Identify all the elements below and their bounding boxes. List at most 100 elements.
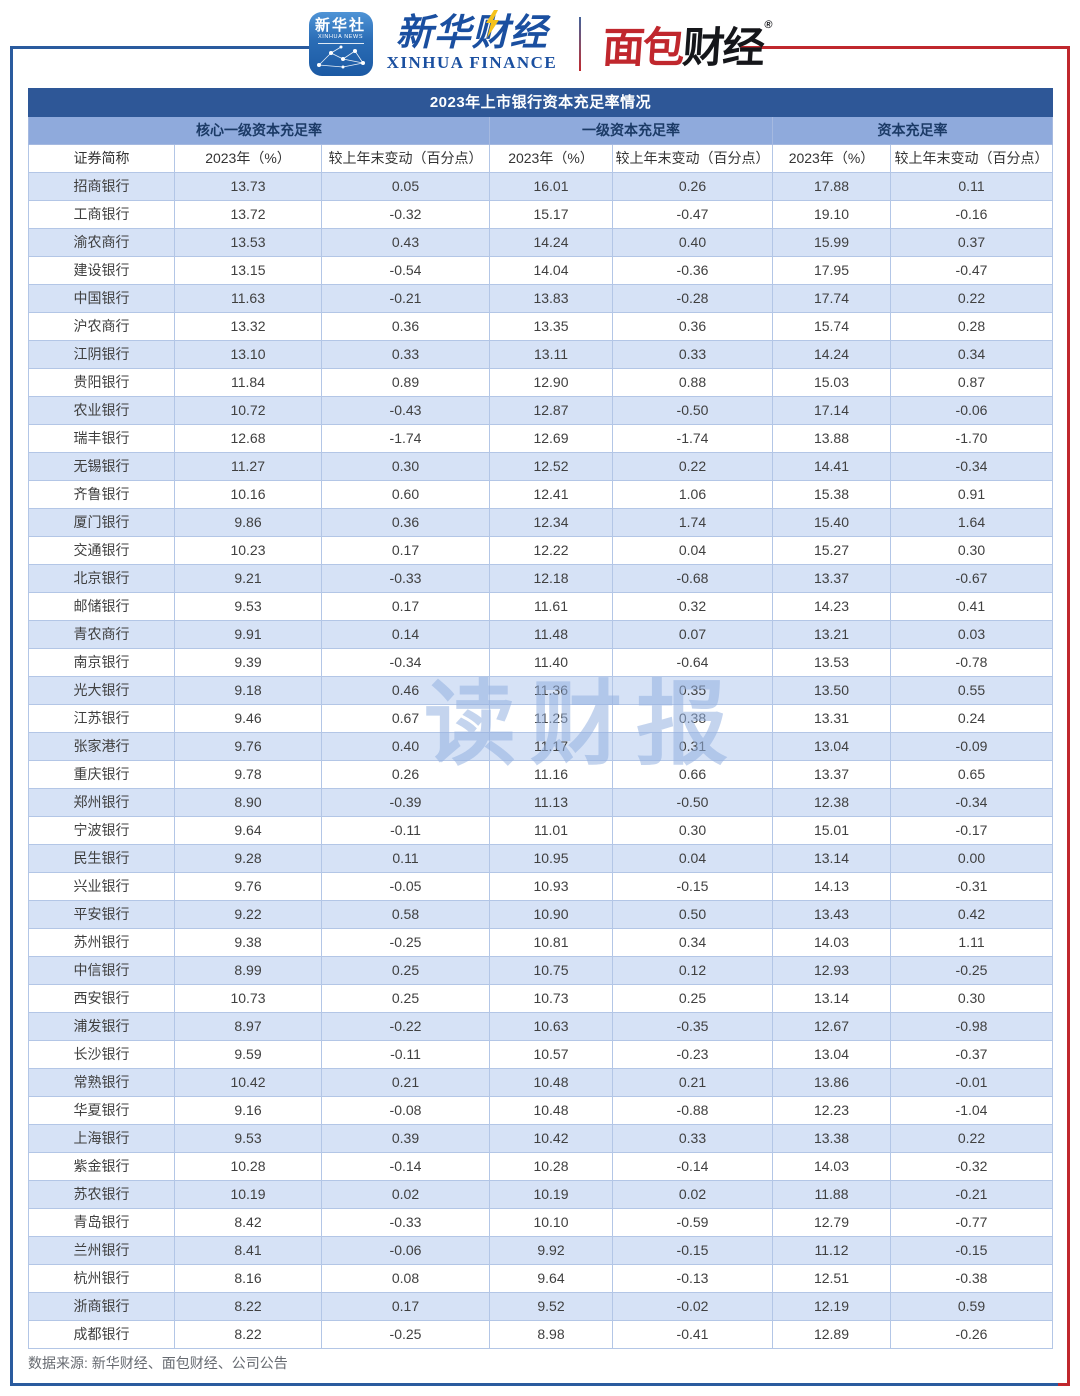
bank-name-cell: 建设银行 — [28, 256, 175, 285]
table-row: 兰州银行 8.41 -0.06 9.92 -0.15 11.12 -0.15 — [28, 1236, 1054, 1265]
value-cell: 12.52 — [489, 452, 613, 481]
value-cell: 15.38 — [772, 480, 891, 509]
xinhua-finance-cn-text: 新华财经 — [395, 13, 548, 54]
column-header: 2023年（%） — [174, 144, 322, 173]
value-cell: 0.91 — [889, 480, 1054, 509]
value-cell: -0.32 — [321, 200, 490, 229]
value-cell: 11.25 — [489, 704, 613, 733]
bank-name-cell: 青农商行 — [28, 620, 175, 649]
table-row: 贵阳银行 11.84 0.89 12.90 0.88 15.03 0.87 — [28, 368, 1054, 397]
bank-name-cell: 齐鲁银行 — [28, 480, 175, 509]
value-cell: 0.89 — [321, 368, 490, 397]
value-cell: 0.03 — [889, 620, 1054, 649]
value-cell: -1.70 — [889, 424, 1054, 453]
value-cell: 13.72 — [174, 200, 322, 229]
value-cell: 11.01 — [489, 816, 613, 845]
bank-name-cell: 成都银行 — [28, 1320, 175, 1349]
value-cell: 0.02 — [321, 1180, 490, 1209]
table-container: 2023年上市银行资本充足率情况 核心一级资本充足率 一级资本充足率 资本充足率… — [27, 88, 1054, 1349]
value-cell: 8.97 — [174, 1012, 322, 1041]
value-cell: 13.86 — [772, 1068, 891, 1097]
table-row: 兴业银行 9.76 -0.05 10.93 -0.15 14.13 -0.31 — [28, 872, 1054, 901]
value-cell: -0.78 — [889, 648, 1054, 677]
column-header: 2023年（%） — [772, 144, 891, 173]
value-cell: 0.67 — [321, 704, 490, 733]
value-cell: 10.19 — [489, 1180, 613, 1209]
bank-name-cell: 兰州银行 — [28, 1236, 175, 1265]
value-cell: 10.57 — [489, 1040, 613, 1069]
frame-bottom-line — [10, 1383, 1058, 1386]
value-cell: 1.74 — [612, 508, 773, 537]
table-row: 无锡银行 11.27 0.30 12.52 0.22 14.41 -0.34 — [28, 452, 1054, 481]
value-cell: 9.64 — [174, 816, 322, 845]
value-cell: 12.67 — [772, 1012, 891, 1041]
value-cell: -0.09 — [889, 732, 1054, 761]
value-cell: 0.25 — [321, 984, 490, 1013]
value-cell: 0.40 — [321, 732, 490, 761]
value-cell: -1.74 — [321, 424, 490, 453]
value-cell: 0.34 — [889, 340, 1054, 369]
value-cell: -0.50 — [612, 788, 773, 817]
value-cell: 9.28 — [174, 844, 322, 873]
value-cell: 10.95 — [489, 844, 613, 873]
value-cell: 0.17 — [321, 536, 490, 565]
value-cell: -0.98 — [889, 1012, 1054, 1041]
value-cell: 10.10 — [489, 1208, 613, 1237]
value-cell: 0.25 — [321, 956, 490, 985]
xinhua-app-divider — [317, 43, 364, 44]
table-row: 民生银行 9.28 0.11 10.95 0.04 13.14 0.00 — [28, 844, 1054, 873]
value-cell: -0.38 — [889, 1264, 1054, 1293]
value-cell: 15.40 — [772, 508, 891, 537]
xinhua-app-subtitle: XINHUA NEWS — [318, 34, 364, 40]
value-cell: 15.01 — [772, 816, 891, 845]
value-cell: 11.13 — [489, 788, 613, 817]
value-cell: 9.76 — [174, 872, 322, 901]
value-cell: 8.41 — [174, 1236, 322, 1265]
value-cell: 10.73 — [174, 984, 322, 1013]
value-cell: 11.84 — [174, 368, 322, 397]
value-cell: 0.39 — [321, 1124, 490, 1153]
value-cell: 13.53 — [174, 228, 322, 257]
table-row: 苏农银行 10.19 0.02 10.19 0.02 11.88 -0.21 — [28, 1180, 1054, 1209]
value-cell: 13.04 — [772, 1040, 891, 1069]
value-cell: -0.21 — [321, 284, 490, 313]
table-row: 齐鲁银行 10.16 0.60 12.41 1.06 15.38 0.91 — [28, 480, 1054, 509]
value-cell: 0.46 — [321, 676, 490, 705]
column-header: 2023年（%） — [489, 144, 613, 173]
value-cell: -0.36 — [612, 256, 773, 285]
value-cell: 0.31 — [612, 732, 773, 761]
value-cell: 17.88 — [772, 172, 891, 201]
value-cell: 0.65 — [889, 760, 1054, 789]
table-row: 宁波银行 9.64 -0.11 11.01 0.30 15.01 -0.17 — [28, 816, 1054, 845]
value-cell: -0.39 — [321, 788, 490, 817]
value-cell: 10.63 — [489, 1012, 613, 1041]
bank-name-cell: 平安银行 — [28, 900, 175, 929]
value-cell: 12.51 — [772, 1264, 891, 1293]
value-cell: 0.34 — [612, 928, 773, 957]
value-cell: 0.04 — [612, 536, 773, 565]
bank-name-cell: 瑞丰银行 — [28, 424, 175, 453]
value-cell: 0.40 — [612, 228, 773, 257]
table-row: 沪农商行 13.32 0.36 13.35 0.36 15.74 0.28 — [28, 312, 1054, 341]
bank-name-cell: 郑州银行 — [28, 788, 175, 817]
table-row: 青岛银行 8.42 -0.33 10.10 -0.59 12.79 -0.77 — [28, 1208, 1054, 1237]
value-cell: 13.43 — [772, 900, 891, 929]
table-row: 江阴银行 13.10 0.33 13.11 0.33 14.24 0.34 — [28, 340, 1054, 369]
value-cell: 14.03 — [772, 1152, 891, 1181]
value-cell: 0.17 — [321, 1292, 490, 1321]
value-cell: -0.28 — [612, 284, 773, 313]
value-cell: 0.12 — [612, 956, 773, 985]
xinhua-finance-logo: 新华财经 XINHUA FINANCE — [387, 10, 558, 73]
value-cell: 19.10 — [772, 200, 891, 229]
value-cell: -0.25 — [321, 928, 490, 957]
value-cell: 9.91 — [174, 620, 322, 649]
value-cell: 14.13 — [772, 872, 891, 901]
value-cell: 0.43 — [321, 228, 490, 257]
value-cell: -0.02 — [612, 1292, 773, 1321]
value-cell: 0.30 — [612, 816, 773, 845]
value-cell: 0.42 — [889, 900, 1054, 929]
value-cell: -0.25 — [889, 956, 1054, 985]
table-title: 2023年上市银行资本充足率情况 — [27, 88, 1054, 117]
table-row: 招商银行 13.73 0.05 16.01 0.26 17.88 0.11 — [28, 172, 1054, 201]
value-cell: -0.77 — [889, 1208, 1054, 1237]
